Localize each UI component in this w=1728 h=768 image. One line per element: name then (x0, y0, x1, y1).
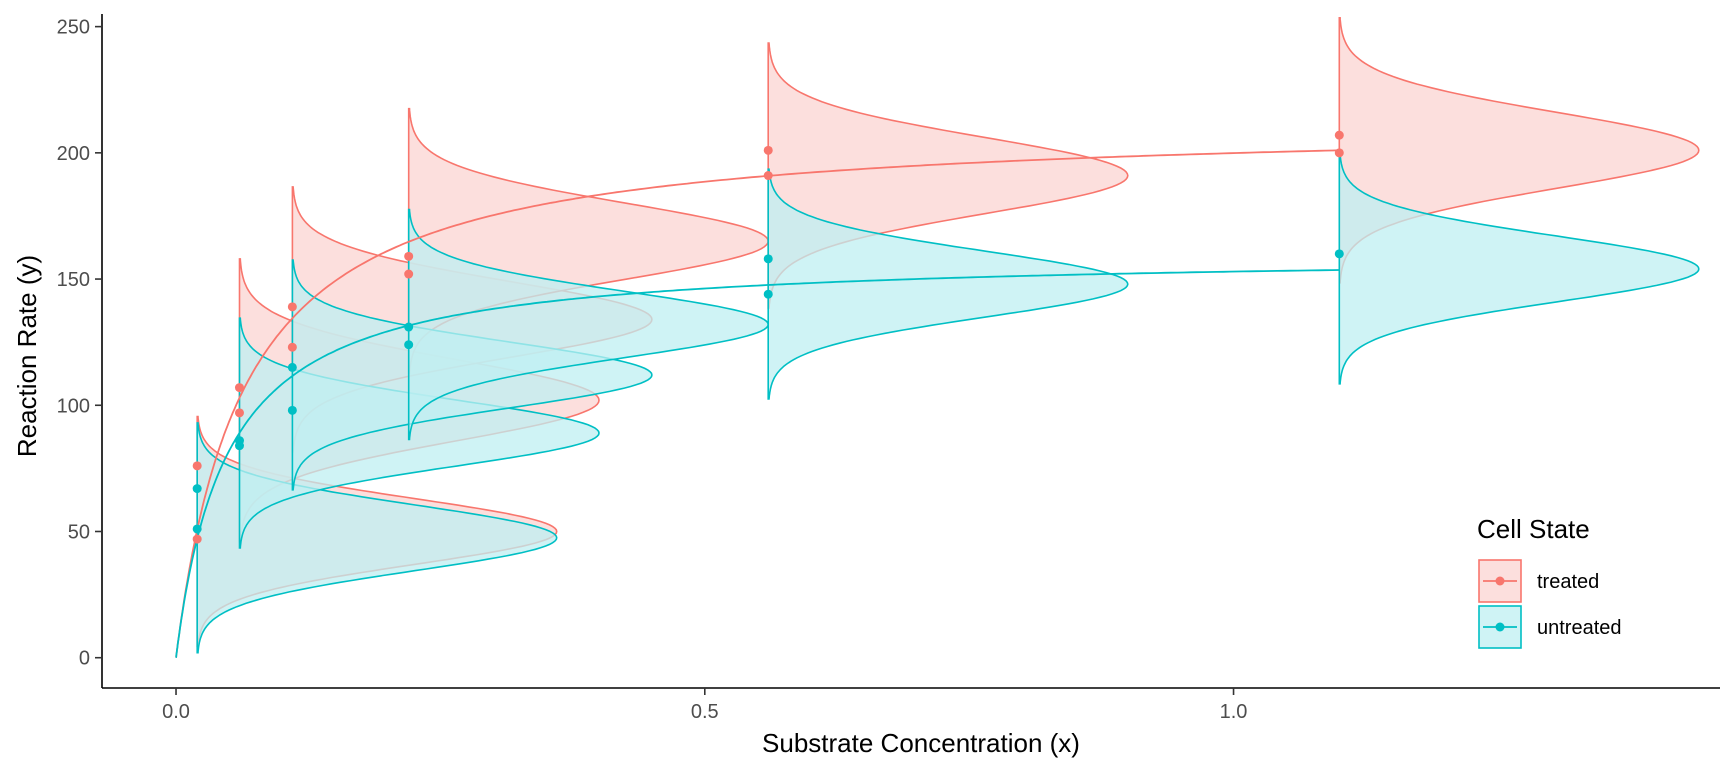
legend-dot-untreated (1495, 622, 1505, 632)
point-treated (1334, 130, 1344, 140)
density-layer (196, 17, 1700, 654)
point-untreated (287, 362, 297, 372)
point-treated (763, 145, 773, 155)
legend-title: Cell State (1477, 514, 1590, 544)
point-treated (404, 251, 414, 261)
point-untreated (287, 405, 297, 415)
point-treated (192, 461, 202, 471)
legend-label-untreated: untreated (1537, 617, 1622, 639)
point-untreated (404, 322, 414, 332)
density-untreated (196, 422, 558, 654)
point-untreated (763, 254, 773, 264)
y-axis-title: Reaction Rate (y) (12, 255, 42, 457)
y-tick-label: 150 (57, 269, 90, 291)
legend-dot-treated (1495, 576, 1505, 586)
legend-label-treated: treated (1537, 571, 1599, 593)
point-treated (287, 342, 297, 352)
legend: Cell State treated untreated (1477, 514, 1622, 649)
y-tick-label: 100 (57, 395, 90, 417)
point-treated (287, 302, 297, 312)
x-tick-label: 0.5 (691, 701, 719, 723)
y-tick-label: 0 (79, 648, 90, 670)
point-untreated (192, 484, 202, 494)
y-tick-label: 50 (68, 521, 90, 543)
point-treated (192, 534, 202, 544)
x-tick-label: 0.0 (162, 701, 190, 723)
y-tick-label: 250 (57, 17, 90, 39)
point-treated (1334, 148, 1344, 158)
density-untreated (238, 317, 600, 549)
point-untreated (404, 340, 414, 350)
point-untreated (1334, 249, 1344, 259)
x-tick-label: 1.0 (1220, 701, 1248, 723)
point-untreated (192, 524, 202, 534)
x-axis-title: Substrate Concentration (x) (762, 728, 1080, 758)
point-treated (404, 269, 414, 279)
density-untreated (767, 168, 1129, 400)
axes: 0.0 0.5 1.0 0 50 100 150 200 250 (57, 14, 1720, 723)
point-treated (234, 383, 244, 393)
y-tick-label: 200 (57, 143, 90, 165)
fit-curve-untreated (175, 269, 1340, 658)
fit-curve-treated (175, 149, 1340, 658)
point-untreated (234, 441, 244, 451)
point-treated (763, 171, 773, 181)
point-treated (234, 408, 244, 418)
density-untreated (1338, 153, 1700, 385)
data-point-layer (192, 130, 1344, 544)
fit-curve-layer (175, 149, 1340, 658)
point-untreated (763, 289, 773, 299)
